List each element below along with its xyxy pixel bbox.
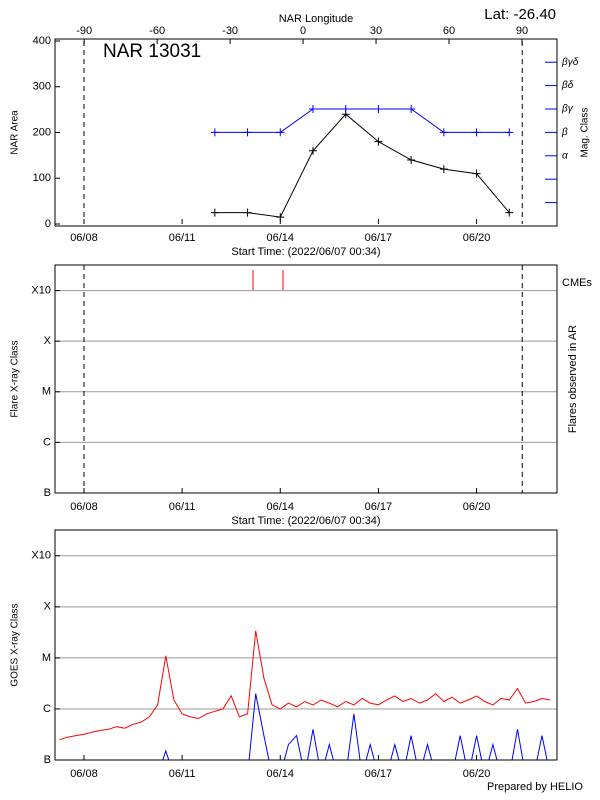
point-marker	[276, 213, 285, 222]
x-tick-label: 06/17	[365, 232, 393, 244]
x-tick-label: 06/08	[70, 232, 98, 244]
x2-tick-label: 60	[443, 25, 455, 37]
y-tick-label: M	[42, 652, 51, 664]
x-tick-label: 06/20	[463, 768, 491, 780]
y-tick-label: X	[44, 601, 52, 613]
x-tick-label: 06/14	[267, 501, 295, 513]
y2-tick-label: βγδ	[561, 57, 579, 68]
y2-axis-label: Flares observed in AR	[567, 325, 579, 433]
y-tick-label: 300	[33, 81, 51, 93]
x-tick-label: 06/11	[169, 232, 196, 244]
x2-tick-label: 90	[516, 25, 528, 37]
point-marker	[374, 105, 383, 113]
x2-tick-label: -30	[222, 25, 238, 37]
plot-frame	[54, 38, 558, 227]
point-marker	[407, 155, 416, 164]
x-tick-label: 06/11	[169, 501, 196, 513]
y-tick-label: X10	[31, 550, 51, 562]
y-tick-label: C	[43, 703, 51, 715]
chart-title: NAR 13031	[103, 41, 201, 62]
y-tick-label: 200	[33, 126, 51, 138]
y-tick-label: 100	[33, 172, 51, 184]
x2-tick-label: -60	[149, 25, 165, 37]
y2-tick-label: βγ	[561, 104, 574, 115]
y-tick-label: C	[43, 436, 51, 448]
x-tick-label: 06/20	[463, 501, 491, 513]
x-tick-label: 06/17	[365, 501, 393, 513]
y-axis-label: GOES X-ray Class	[10, 603, 21, 686]
x-tick-label: 06/20	[463, 232, 491, 244]
x-tick-label: 06/14	[267, 232, 295, 244]
y-tick-label: 400	[33, 35, 51, 47]
x-tick-label: 06/17	[365, 768, 393, 780]
y-axis-label: NAR Area	[10, 110, 21, 155]
y2-tick-label: βδ	[561, 80, 574, 91]
x-tick-label: 06/08	[70, 768, 98, 780]
point-marker	[210, 128, 219, 137]
x-tick-label: 06/14	[267, 768, 295, 780]
x2-tick-label: 0	[300, 25, 306, 37]
y-tick-label: B	[44, 754, 51, 766]
series-line	[214, 108, 510, 133]
point-marker	[439, 128, 448, 137]
series-line	[59, 630, 551, 741]
latitude: Lat: -26.40	[484, 6, 556, 23]
x-axis-label: Start Time: (2022/06/07 00:34)	[231, 246, 380, 258]
y-tick-label: M	[42, 386, 51, 398]
plot-frame	[54, 264, 558, 494]
point-marker	[407, 105, 416, 113]
point-marker	[243, 128, 252, 137]
point-marker	[243, 208, 252, 217]
footer: Prepared by HELIO	[487, 781, 583, 793]
series-line	[214, 113, 510, 218]
x2-tick-label: -90	[76, 25, 92, 37]
point-marker	[341, 105, 350, 113]
y-tick-label: 0	[45, 218, 51, 230]
y-tick-label: X10	[31, 284, 51, 296]
y-tick-label: X	[44, 335, 52, 347]
x2-tick-label: 30	[370, 25, 382, 37]
x2-axis-label: NAR Longitude	[279, 13, 354, 25]
y2-axis-label: Mag. Class	[580, 107, 591, 157]
y2-tick-label: α	[562, 150, 568, 161]
point-marker	[505, 208, 514, 217]
series-line	[162, 693, 548, 760]
plot-frame	[54, 529, 558, 761]
point-marker	[439, 165, 448, 174]
point-marker	[374, 137, 383, 146]
y-axis-label: Flare X-ray Class	[10, 340, 21, 417]
y-tick-label: B	[44, 487, 51, 499]
point-marker	[308, 146, 317, 155]
point-marker	[472, 128, 481, 137]
x-axis-label: Start Time: (2022/06/07 00:34)	[231, 515, 380, 527]
point-marker	[472, 169, 481, 178]
cme-label: CMEs	[562, 277, 592, 289]
x-tick-label: 06/08	[70, 501, 98, 513]
point-marker	[308, 105, 317, 113]
point-marker	[276, 128, 285, 137]
y2-tick-label: β	[561, 127, 568, 138]
point-marker	[505, 128, 514, 137]
point-marker	[210, 208, 219, 217]
x-tick-label: 06/11	[169, 768, 196, 780]
